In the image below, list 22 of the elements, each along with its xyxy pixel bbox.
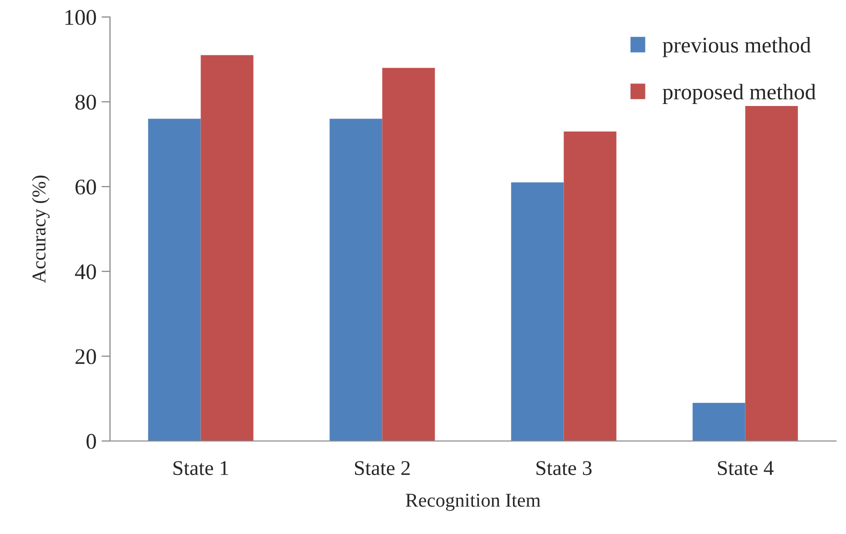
x-tick-label: State 4 [718, 461, 774, 476]
x-tick-label: State 1 [174, 461, 228, 476]
bar [692, 402, 746, 441]
bar [382, 68, 435, 441]
y-tick-label: 80 [75, 94, 96, 110]
x-axis-title: Recognition Item [406, 494, 540, 511]
bar [564, 131, 616, 441]
y-axis-title: Accuracy (%) [32, 176, 50, 284]
y-tick-label: 40 [75, 264, 96, 280]
x-tick-label: State 3 [536, 461, 592, 476]
bar [148, 118, 201, 441]
y-tick-label: 20 [76, 349, 96, 364]
bar [200, 55, 254, 441]
y-tick-label: 0 [86, 434, 96, 449]
legend-label: proposed method [662, 84, 816, 104]
legend-label: previous method [662, 37, 811, 58]
x-tick-label: State 2 [355, 461, 410, 476]
bar [745, 106, 798, 441]
bar [330, 118, 382, 441]
y-tick-label: 60 [76, 180, 96, 195]
y-tick-label: 100 [65, 10, 96, 25]
bar [511, 182, 564, 441]
